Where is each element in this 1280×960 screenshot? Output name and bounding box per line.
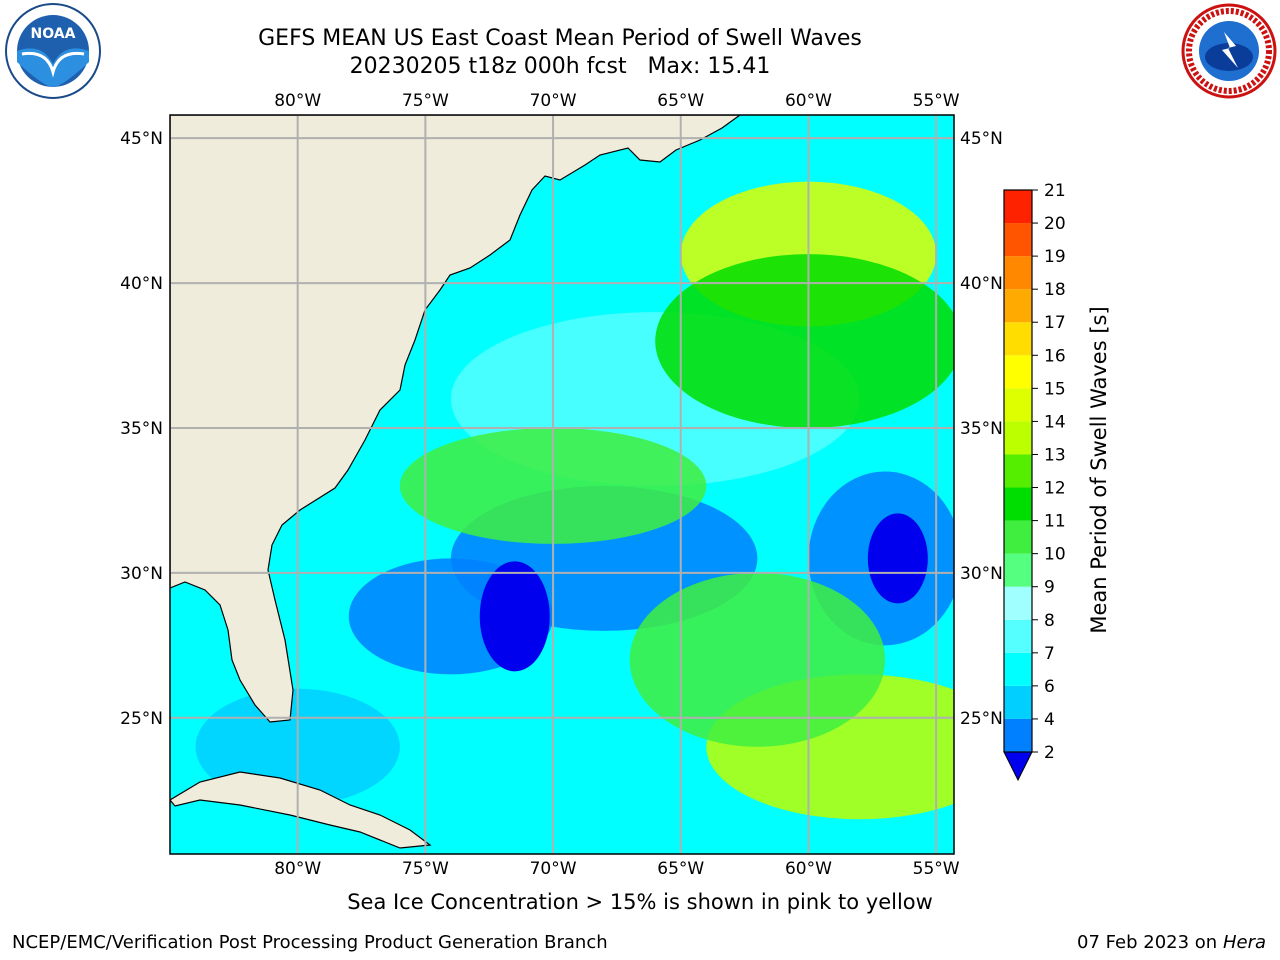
- lon-label-bottom-0: 80°W: [274, 859, 321, 879]
- footer-credit: NCEP/EMC/Verification Post Processing Pr…: [12, 932, 608, 953]
- lon-label-top-3: 65°W: [657, 91, 704, 111]
- colorbar-segment-2: [1004, 652, 1032, 686]
- colorbar-segment-0: [1004, 718, 1032, 752]
- lon-label-bottom-3: 65°W: [657, 859, 704, 879]
- nws-logo: [1181, 3, 1277, 99]
- colorbar: 2 4 6 7 8 9 10 11 12 13 14 15 16 17 18 19 20 21: [1003, 181, 1066, 782]
- map-frame: [169, 114, 955, 855]
- colorbar-segment-12: [1004, 322, 1032, 356]
- lon-label-bottom-1: 75°W: [402, 859, 449, 879]
- chart-title: GEFS MEAN US East Coast Mean Period of S…: [258, 26, 862, 51]
- colorbar-segment-6: [1004, 520, 1032, 554]
- colorbar-label-1: 4: [1044, 710, 1055, 730]
- colorbar-label-11: 15: [1044, 379, 1066, 399]
- footer-date: 07 Feb 2023 on Hera: [1077, 932, 1266, 953]
- lon-label-bottom-5: 55°W: [913, 859, 960, 879]
- lat-label-left-2: 35°N: [120, 419, 163, 439]
- lat-labels-left: 45°N 40°N 35°N 30°N 25°N: [120, 129, 163, 729]
- lon-label-top-5: 55°W: [913, 91, 960, 111]
- noaa-logo-text: NOAA: [31, 26, 76, 42]
- lon-labels-bottom: 80°W 75°W 70°W 65°W 60°W 55°W: [274, 859, 960, 879]
- colorbar-frame: [1003, 189, 1033, 753]
- blob-darkblue-east: [867, 513, 928, 604]
- colorbar-label-16: 20: [1044, 214, 1066, 234]
- lat-label-right-1: 40°N: [960, 274, 1003, 294]
- colorbar-label-3: 7: [1044, 644, 1055, 664]
- colorbar-label-7: 11: [1044, 512, 1066, 532]
- colorbar-label-6: 10: [1044, 545, 1066, 565]
- footer-date-text: 07 Feb 2023 on: [1077, 932, 1218, 953]
- lon-label-top-4: 60°W: [785, 91, 832, 111]
- blob-green-se: [629, 572, 886, 747]
- colorbar-segment-9: [1004, 421, 1032, 455]
- lon-label-top-0: 80°W: [274, 91, 321, 111]
- blob-darkblue-west: [479, 561, 550, 672]
- colorbar-label-9: 13: [1044, 445, 1066, 465]
- lat-labels-right: 45°N 40°N 35°N 30°N 25°N: [960, 129, 1003, 729]
- colorbar-label-12: 16: [1044, 346, 1066, 366]
- lat-label-right-3: 30°N: [960, 564, 1003, 584]
- footer-host: Hera: [1222, 932, 1266, 953]
- lon-label-top-2: 70°W: [530, 91, 577, 111]
- colorbar-label-8: 12: [1044, 479, 1066, 499]
- colorbar-segment-5: [1004, 553, 1032, 587]
- colorbar-label-15: 19: [1044, 247, 1066, 267]
- lat-label-right-0: 45°N: [960, 129, 1003, 149]
- sea-ice-note: Sea Ice Concentration > 15% is shown in …: [347, 890, 933, 914]
- colorbar-label-13: 17: [1044, 313, 1066, 333]
- chart-subtitle: 20230205 t18z 000h fcst Max: 15.41: [349, 54, 771, 79]
- colorbar-label-4: 8: [1044, 611, 1055, 631]
- colorbar-segment-14: [1004, 256, 1032, 290]
- lon-labels-top: 80°W 75°W 70°W 65°W 60°W 55°W: [274, 91, 960, 111]
- colorbar-segment-7: [1004, 487, 1032, 521]
- lat-label-right-4: 25°N: [960, 709, 1003, 729]
- colorbar-segment-11: [1004, 355, 1032, 389]
- colorbar-segment-8: [1004, 454, 1032, 488]
- colorbar-segment-3: [1004, 619, 1032, 653]
- colorbar-segment-10: [1004, 388, 1032, 422]
- colorbar-label-17: 21: [1044, 181, 1066, 201]
- colorbar-label-0: 2: [1044, 743, 1055, 763]
- lon-label-bottom-2: 70°W: [530, 859, 577, 879]
- lat-label-left-0: 45°N: [120, 129, 163, 149]
- colorbar-label-10: 14: [1044, 412, 1066, 432]
- lat-label-left-1: 40°N: [120, 274, 163, 294]
- colorbar-label-5: 9: [1044, 578, 1055, 598]
- lon-label-bottom-4: 60°W: [785, 859, 832, 879]
- land-mass: [170, 115, 742, 723]
- colorbar-segment-15: [1004, 223, 1032, 257]
- colorbar-label: Mean Period of Swell Waves [s]: [1087, 306, 1111, 633]
- colorbar-segment-1: [1004, 685, 1032, 719]
- colorbar-label-2: 6: [1044, 677, 1055, 697]
- blob-green-ne: [655, 254, 954, 428]
- lon-label-top-1: 75°W: [402, 91, 449, 111]
- lat-label-left-3: 30°N: [120, 564, 163, 584]
- colorbar-extend-arrow: [1003, 751, 1033, 782]
- colorbar-segment-4: [1004, 586, 1032, 620]
- lat-label-right-2: 35°N: [960, 419, 1003, 439]
- map-plot-area: [170, 115, 954, 854]
- colorbar-label-14: 18: [1044, 280, 1066, 300]
- lat-lon-grid: [170, 115, 954, 854]
- colorbar-segment-13: [1004, 289, 1032, 323]
- cuba-island: [170, 771, 432, 849]
- noaa-logo: NOAA: [5, 3, 101, 99]
- lat-label-left-4: 25°N: [120, 709, 163, 729]
- colorbar-segment-16: [1004, 190, 1032, 224]
